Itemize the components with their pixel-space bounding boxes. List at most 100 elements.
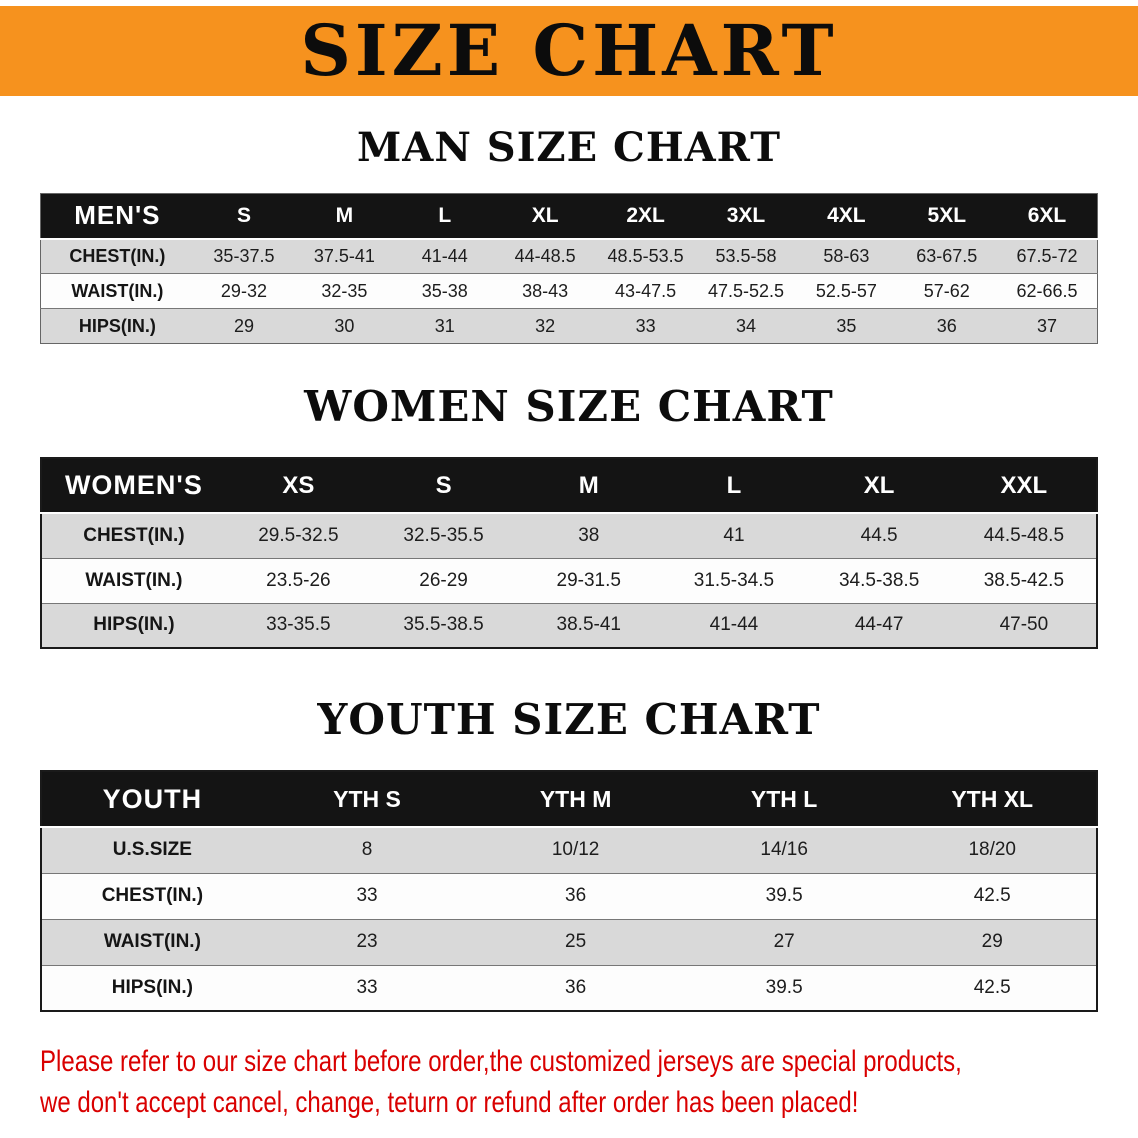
measurement-row: HIPS(IN.) 33 36 39.5 42.5: [41, 965, 1097, 1011]
size-column-header: XXL: [951, 458, 1097, 514]
women-section-heading: WOMEN SIZE CHART: [304, 382, 834, 431]
size-value: 18/20: [968, 839, 1016, 861]
size-value: 41-44: [421, 245, 468, 266]
size-column-header: YTH L: [679, 771, 889, 828]
table-title-cell: WOMEN'S: [41, 458, 226, 514]
size-value: 29.5-32.5: [258, 524, 339, 546]
row-label: CHEST(IN.): [69, 245, 166, 266]
men-section-heading: MAN SIZE CHART: [357, 124, 781, 171]
size-value: 10/12: [551, 839, 600, 861]
table-title-cell: YOUTH: [41, 771, 263, 828]
size-value: 62-66.5: [1016, 280, 1078, 301]
size-column-header: XL: [806, 458, 952, 514]
size-column-header: XL: [494, 193, 596, 240]
measurement-row: HIPS(IN.) 29 30 31 32 33 34 35 36 37: [40, 308, 1098, 344]
size-value: 34.5-38.5: [838, 569, 920, 591]
size-value: 57-62: [923, 280, 970, 301]
size-column-header: XS: [225, 458, 371, 514]
measurement-row: HIPS(IN.) 33-35.5 35.5-38.5 38.5-41 41-44 44-…: [41, 603, 1097, 648]
measurement-row: U.S.SIZE 8 10/12 14/16 18/20: [41, 827, 1097, 873]
size-column-header: 4XL: [796, 193, 897, 240]
size-value: 44.5: [860, 524, 898, 546]
size-value: 26-29: [419, 569, 468, 591]
size-value: 58-63: [823, 245, 870, 266]
size-value: 34: [735, 315, 756, 336]
size-column-header: 3XL: [695, 193, 797, 240]
size-value: 38.5-41: [556, 614, 621, 636]
size-value: 8: [361, 839, 373, 861]
size-value: 36: [565, 976, 587, 998]
row-label: HIPS(IN.): [93, 614, 175, 636]
size-column-header: YTH XL: [888, 771, 1097, 828]
size-value: 41-44: [709, 614, 759, 636]
size-value: 29: [233, 315, 254, 336]
youth-size-table: YOUTH YTH S YTH M YTH L YTH XL U.S.SIZE 8 10/12…: [40, 770, 1098, 1012]
size-value: 41: [723, 524, 745, 546]
size-value: 23.5-26: [266, 569, 331, 591]
size-value: 44.5-48.5: [983, 524, 1065, 546]
size-value: 33-35.5: [266, 614, 331, 636]
size-value: 31: [434, 315, 455, 336]
size-value: 63-67.5: [916, 245, 978, 266]
size-column-header: M: [516, 458, 662, 514]
disclaimer-note: Please refer to our size chart before or…: [40, 1042, 1138, 1123]
size-column-header: M: [294, 193, 395, 240]
row-label: HIPS(IN.): [111, 976, 194, 998]
size-value: 43-47.5: [615, 280, 677, 301]
size-value: 36: [565, 885, 587, 906]
size-value: 32: [535, 315, 556, 336]
youth-section-heading: YOUTH SIZE CHART: [317, 695, 821, 744]
measurement-row: CHEST(IN.) 35-37.5 37.5-41 41-44 44-48.5 48.5…: [40, 238, 1098, 274]
size-value: 32.5-35.5: [403, 524, 484, 546]
size-value: 48.5-53.5: [607, 245, 684, 266]
size-value: 32-35: [321, 280, 368, 301]
size-value: 37.5-41: [313, 245, 375, 266]
page-title: SIZE CHART: [300, 9, 838, 92]
size-value: 29-31.5: [556, 569, 621, 591]
men-size-table: MEN'S S M L XL 2XL 3XL 4XL 5XL 6XL CHEST(IN.) 35-37…: [40, 193, 1098, 344]
size-value: 23: [356, 931, 378, 952]
men-section: MAN SIZE CHART MEN'S S M L XL 2XL 3XL 4XL 5XL 6XL…: [0, 124, 1138, 344]
size-value: 27: [773, 931, 795, 952]
women-size-table: WOMEN'S XS S M L XL XXL CHEST(IN.) 29.5-32.5 32.5…: [40, 457, 1098, 649]
row-label: WAIST(IN.): [103, 931, 201, 952]
size-value: 35: [836, 315, 857, 336]
size-value: 31.5-34.5: [693, 569, 775, 591]
size-value: 30: [334, 315, 355, 336]
row-label: WAIST(IN.): [71, 280, 164, 301]
disclaimer-line-1: Please refer to our size chart before or…: [40, 1045, 962, 1078]
size-column-header: YTH M: [471, 771, 680, 828]
size-value: 39.5: [765, 976, 803, 998]
women-section: WOMEN SIZE CHART WOMEN'S XS S M L XL XXL CHEST(…: [0, 382, 1138, 649]
measurement-row: WAIST(IN.) 29-32 32-35 35-38 38-43 43-47.5 47.…: [40, 273, 1098, 309]
row-label: CHEST(IN.): [83, 524, 185, 546]
size-value: 38-43: [522, 280, 569, 301]
size-column-header: L: [661, 458, 807, 514]
disclaimer-line-2: we don't accept cancel, change, teturn o…: [40, 1085, 859, 1119]
table-header-row: MEN'S S M L XL 2XL 3XL 4XL 5XL 6XL: [40, 193, 1098, 240]
size-value: 35-38: [421, 280, 468, 301]
size-value: 38.5-42.5: [983, 569, 1065, 591]
table-header-row: WOMEN'S XS S M L XL XXL: [41, 458, 1097, 514]
size-value: 14/16: [760, 839, 808, 861]
size-value: 47-50: [999, 614, 1049, 636]
measurement-row: WAIST(IN.) 23.5-26 26-29 29-31.5 31.5-34.5 34…: [41, 558, 1097, 603]
size-value: 47.5-52.5: [707, 280, 785, 301]
row-label: CHEST(IN.): [101, 885, 204, 906]
banner: SIZE CHART: [0, 6, 1138, 96]
size-value: 53.5-58: [715, 245, 777, 266]
size-value: 33: [635, 315, 656, 336]
size-value: 37: [1036, 315, 1058, 336]
size-value: 42.5: [973, 885, 1011, 906]
size-value: 38: [578, 524, 600, 546]
size-value: 67.5-72: [1016, 245, 1078, 266]
size-value: 29-32: [220, 280, 267, 301]
size-value: 33: [356, 976, 378, 998]
youth-section: YOUTH SIZE CHART YOUTH YTH S YTH M YTH L YTH…: [0, 695, 1138, 1012]
size-column-header: 2XL: [595, 193, 696, 240]
size-value: 35-37.5: [213, 245, 275, 266]
size-column-header: 5XL: [896, 193, 997, 240]
size-column-header: S: [370, 458, 517, 514]
row-label: U.S.SIZE: [112, 839, 192, 861]
row-label: WAIST(IN.): [85, 569, 183, 591]
